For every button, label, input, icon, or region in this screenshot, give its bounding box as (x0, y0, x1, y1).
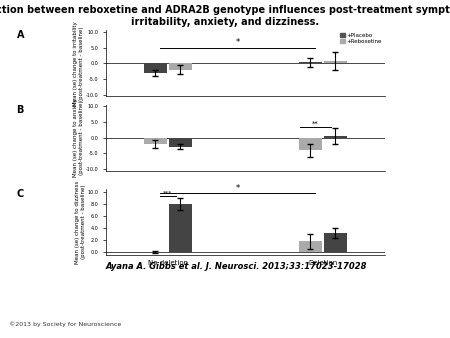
Y-axis label: Mean (se) change to anxiety
(post-treatment - baseline): Mean (se) change to anxiety (post-treatm… (73, 98, 84, 177)
Bar (144, 138, 167, 144)
Bar (168, 64, 192, 70)
Bar (324, 136, 347, 138)
Bar (144, 64, 167, 73)
Y-axis label: Mean (se) change to irritability
(post-treatment - baseline): Mean (se) change to irritability (post-t… (73, 21, 84, 106)
Text: Ayana A. Gibbs et al. J. Neurosci. 2013;33:17023-17028: Ayana A. Gibbs et al. J. Neurosci. 2013;… (106, 262, 367, 271)
Bar (168, 204, 192, 252)
Text: A: A (17, 30, 24, 41)
Text: ©2013 by Society for Neuroscience: ©2013 by Society for Neuroscience (9, 321, 121, 327)
Bar (324, 61, 347, 64)
Bar (168, 138, 192, 147)
Bar (299, 241, 322, 252)
Bar (299, 138, 322, 150)
Text: **: ** (311, 120, 319, 126)
Text: *: * (235, 39, 239, 47)
Legend: +Placebo, +Reboxetine: +Placebo, +Reboxetine (341, 33, 382, 44)
Text: ***: *** (163, 190, 172, 195)
Bar (299, 63, 322, 64)
Bar (324, 233, 347, 252)
Text: B: B (17, 105, 24, 115)
Y-axis label: Mean (se) change to dizziness
(post-treatment - baseline): Mean (se) change to dizziness (post-trea… (75, 180, 86, 264)
Text: *: * (235, 184, 239, 193)
Text: C: C (17, 189, 24, 199)
Text: Interaction between reboxetine and ADRA2B genotype influences post-treatment sym: Interaction between reboxetine and ADRA2… (0, 5, 450, 27)
